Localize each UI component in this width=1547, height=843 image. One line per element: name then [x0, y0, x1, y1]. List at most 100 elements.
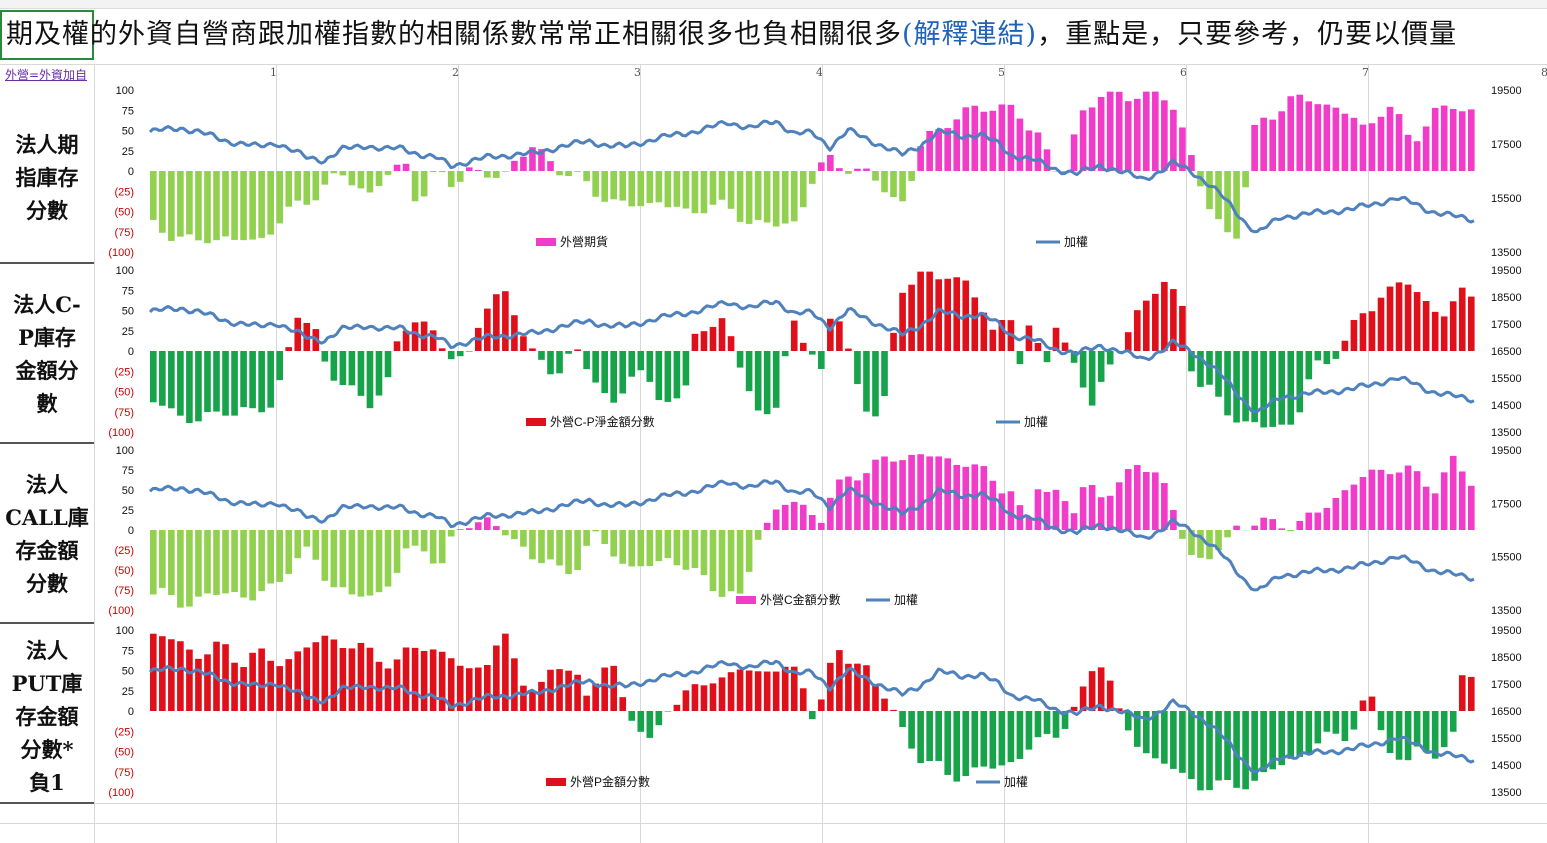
bar	[818, 699, 825, 711]
bar	[1260, 517, 1267, 530]
bar	[872, 351, 879, 417]
row-label-line: 分數	[26, 571, 68, 596]
bar	[637, 351, 645, 371]
bar	[1097, 667, 1105, 711]
bar	[1133, 310, 1141, 351]
bar	[1152, 91, 1159, 171]
bar	[565, 530, 572, 574]
chart-cp-net: 100 75 50 25 0 (25) (50) (75) (100) 19500 18500 175…	[108, 265, 1522, 439]
bar	[447, 171, 455, 187]
y-tick-label-right: 13500	[1491, 247, 1522, 259]
bar	[908, 284, 915, 351]
bar	[1395, 114, 1403, 171]
bar	[1350, 117, 1358, 171]
bar	[763, 351, 771, 415]
row-label-line: 法人	[26, 472, 68, 497]
bar	[781, 351, 789, 357]
bar	[1161, 711, 1168, 764]
bar	[619, 530, 627, 564]
bar	[285, 530, 293, 574]
bar	[664, 711, 672, 712]
bar	[204, 171, 211, 244]
grid-column-line	[1368, 64, 1369, 843]
bar	[1079, 686, 1087, 711]
bar	[808, 515, 816, 530]
index-line	[148, 659, 1475, 774]
bar	[1016, 711, 1024, 759]
bar	[1260, 117, 1267, 171]
y-tick-label-left: 50	[122, 306, 134, 318]
bar	[827, 662, 834, 711]
bar	[547, 161, 554, 171]
bar	[872, 685, 879, 711]
bar	[944, 128, 952, 171]
bar	[890, 332, 897, 351]
bar	[799, 688, 807, 711]
bar	[1070, 134, 1078, 171]
bar	[1413, 292, 1421, 351]
selected-cell[interactable]	[0, 10, 94, 60]
bar	[556, 669, 563, 711]
bar	[1070, 351, 1078, 363]
bar	[1368, 123, 1376, 171]
bar	[1043, 711, 1051, 734]
bar	[411, 647, 419, 711]
y-tick-label-right: 16500	[1491, 346, 1522, 358]
bar	[1404, 465, 1412, 530]
bar	[321, 635, 329, 711]
bar	[429, 649, 437, 711]
bar	[1467, 296, 1475, 351]
banner-text: 期及權的外資自營商跟加權指數的相關係數常常正相關很多也負相關很多(解釋連結)，重…	[6, 10, 1457, 60]
bar	[520, 156, 527, 171]
bar	[529, 147, 536, 171]
bar	[1007, 711, 1015, 763]
y-tick-label-right: 17500	[1491, 139, 1522, 151]
bar	[655, 530, 663, 562]
bar	[655, 171, 663, 203]
bar	[267, 660, 274, 711]
bar	[1224, 351, 1231, 416]
bar	[1115, 482, 1123, 530]
bar	[420, 650, 428, 711]
bar	[1170, 289, 1177, 351]
bar	[881, 351, 888, 396]
y-tick-label-right: 14500	[1491, 400, 1522, 412]
bar	[159, 530, 166, 588]
y-tick-label-left: (25)	[114, 726, 134, 738]
bar	[890, 461, 897, 530]
bar-group	[150, 454, 1475, 608]
row-label-line: 存金額	[15, 704, 79, 729]
bar	[330, 171, 338, 174]
index-line	[148, 479, 1475, 592]
bar	[1278, 711, 1286, 766]
bar	[493, 171, 500, 178]
bar	[321, 171, 329, 185]
bar	[1296, 351, 1304, 413]
bar	[1179, 127, 1186, 171]
bar	[294, 171, 302, 201]
bar	[1395, 711, 1403, 760]
bar	[438, 651, 446, 711]
bar	[1359, 477, 1367, 530]
y-tick-label-right: 17500	[1491, 679, 1522, 691]
bar	[276, 666, 284, 711]
bar	[583, 530, 590, 546]
bar	[1224, 711, 1231, 780]
corner-hyperlink[interactable]: 外營=外資加自	[5, 68, 88, 82]
bar	[465, 668, 473, 711]
bar	[682, 530, 690, 570]
bar	[1197, 351, 1204, 387]
bar	[474, 667, 482, 711]
bar	[556, 530, 563, 566]
bar	[1305, 711, 1313, 755]
bar	[1296, 94, 1304, 171]
explanation-link[interactable]: (解釋連結)	[902, 19, 1038, 50]
bar	[312, 171, 320, 201]
y-tick-label-right: 14500	[1491, 760, 1522, 772]
bar	[150, 171, 157, 220]
bar	[926, 456, 933, 530]
bar	[763, 522, 771, 530]
y-tick-label-left: 25	[122, 505, 134, 517]
bar	[556, 171, 563, 176]
bar	[1386, 711, 1394, 754]
